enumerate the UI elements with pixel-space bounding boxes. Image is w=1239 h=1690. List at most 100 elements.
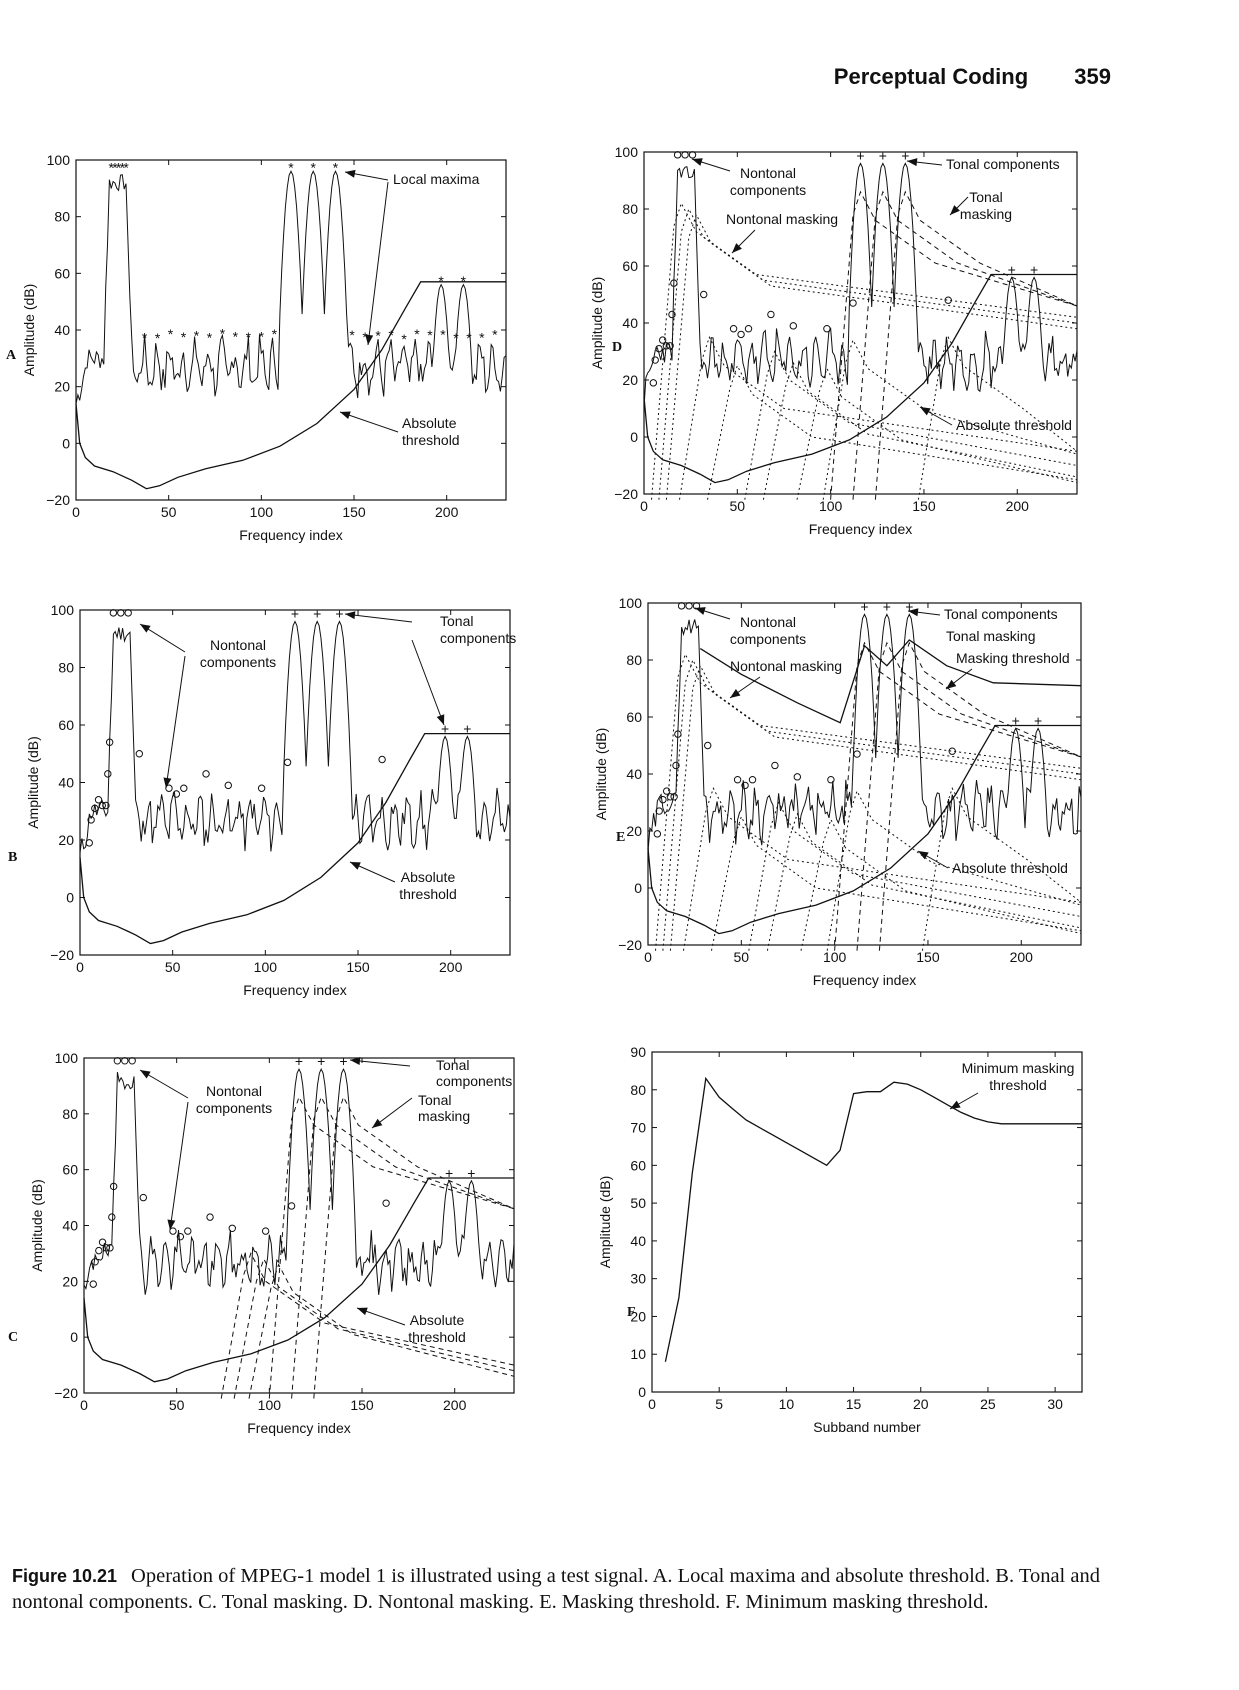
nontonal-marker — [261, 1227, 270, 1235]
masking-curve — [762, 361, 1078, 500]
annotation-nontonal-components: Nontonal — [740, 614, 796, 630]
y-tick-label: 60 — [58, 717, 74, 733]
spectrum-line — [647, 613, 1082, 852]
annotation-absolute-threshold: Absolute threshold — [952, 860, 1068, 876]
nontonal-marker — [681, 151, 689, 159]
annotation-tonal-masking: Tonal masking — [946, 628, 1036, 644]
local-maximum-marker: * — [272, 326, 278, 342]
nontonal-marker — [102, 801, 110, 810]
x-tick-label: 200 — [443, 1397, 467, 1413]
nontonal-marker — [729, 325, 738, 333]
masking-curve — [662, 658, 1082, 951]
y-tick-label: 90 — [630, 1044, 646, 1060]
arrow — [411, 639, 445, 726]
plot-frame — [651, 1051, 1083, 1393]
nontonal-marker — [287, 1202, 296, 1210]
x-tick-label: 100 — [250, 504, 274, 520]
x-tick-label: 200 — [439, 959, 463, 975]
chart-panel-c: 0 50 100 150 200 −20 0 20 40 60 80 100 Frequency ind… — [0, 1050, 560, 1550]
absolute-threshold-line — [83, 1177, 514, 1383]
annotation-tonal-masking: masking — [960, 206, 1012, 222]
nontonal-marker — [741, 781, 749, 790]
nontonal-marker — [653, 830, 662, 838]
y-tick-label: 20 — [622, 372, 638, 388]
nontonal-marker — [106, 1244, 114, 1252]
local-maximum-marker: * — [108, 160, 114, 176]
annotation-absolute-threshold: threshold — [402, 432, 460, 448]
nontonal-marker — [378, 755, 386, 764]
y-tick-label: 60 — [630, 1157, 646, 1173]
local-maximum-marker: * — [288, 160, 294, 176]
nontonal-marker — [651, 356, 659, 364]
annotation-nontonal-components: Nontonal — [740, 165, 796, 181]
caption-text: Operation of MPEG-1 model 1 is illustrat… — [12, 1565, 1100, 1613]
annotation-absolute-threshold: threshold — [399, 886, 457, 902]
local-maximum-marker: * — [220, 326, 226, 342]
masking-curve — [856, 641, 1082, 951]
annotation-tonal-components: Tonal components — [944, 606, 1058, 622]
arrow-head — [345, 611, 356, 620]
y-tick-label: 0 — [62, 435, 70, 451]
arrow — [169, 1101, 189, 1231]
absolute-threshold-line — [643, 273, 1077, 484]
nontonal-marker — [124, 609, 132, 617]
masking-curve — [669, 664, 1082, 951]
y-tick-label: −20 — [54, 1385, 78, 1401]
arrow-head — [350, 862, 361, 870]
y-tick-label: 20 — [62, 1273, 78, 1289]
y-tick-label: 0 — [630, 429, 638, 445]
local-maximum-marker: * — [362, 329, 368, 345]
nontonal-marker — [823, 325, 831, 333]
nontonal-marker — [793, 773, 802, 781]
annotation-minimum-masking-threshold: Minimum masking — [962, 1060, 1075, 1076]
nontonal-marker — [704, 741, 712, 750]
annotation-nontonal-components: components — [730, 182, 806, 198]
y-tick-label: 20 — [630, 1308, 646, 1324]
masking-curve — [826, 789, 1082, 951]
y-axis-label: Amplitude (dB) — [29, 1179, 45, 1272]
spectrum-line — [79, 620, 511, 853]
local-maximum-marker: * — [168, 326, 174, 342]
tonal-marker: + — [445, 1165, 453, 1181]
nontonal-marker — [184, 1227, 192, 1235]
nontonal-marker — [670, 279, 678, 287]
nontonal-marker — [91, 804, 99, 813]
x-tick-label: 50 — [161, 504, 177, 520]
tonal-marker: + — [317, 1053, 325, 1069]
annotation-nontonal-masking: Nontonal masking — [730, 658, 842, 674]
local-maximum-marker: * — [123, 160, 129, 176]
local-maximum-marker: * — [453, 330, 459, 346]
x-tick-label: 200 — [1010, 949, 1034, 965]
annotation-tonal-components: components — [436, 1073, 512, 1089]
spectrum-line — [75, 170, 507, 405]
annotation-nontonal-components: Nontonal — [210, 637, 266, 653]
y-axis-label: Amplitude (dB) — [21, 284, 37, 377]
x-tick-label: 30 — [1047, 1396, 1063, 1412]
x-tick-label: 15 — [846, 1396, 862, 1412]
local-maximum-marker: * — [401, 331, 407, 347]
masking-curve — [313, 1095, 515, 1399]
nontonal-marker — [672, 761, 680, 770]
nontonal-marker — [113, 1057, 122, 1065]
local-maximum-marker: * — [311, 160, 317, 176]
y-tick-label: −20 — [614, 486, 638, 502]
nontonal-marker — [98, 801, 106, 810]
chart-panel-a: 0 50 100 150 200 −20 0 20 40 60 80 100 Frequency ind… — [0, 150, 560, 570]
arrow-head — [345, 169, 356, 178]
y-tick-label: 40 — [58, 775, 74, 791]
nontonal-marker — [139, 1193, 148, 1202]
tonal-marker: + — [856, 147, 864, 163]
y-axis-label: Amplitude (dB) — [597, 1176, 613, 1269]
nontonal-marker — [135, 750, 144, 758]
chart-f: 0 5 10 15 20 25 30 0 10 20 30 40 50 60 70 80 90 Subband n… — [597, 1044, 1083, 1435]
masking-curve — [744, 350, 1078, 500]
nontonal-marker — [109, 1182, 118, 1191]
caption-label: Figure 10.21 — [12, 1566, 118, 1586]
local-maximum-marker: * — [375, 328, 381, 344]
annotation-tonal-components: Tonal components — [946, 156, 1060, 172]
nontonal-marker — [744, 325, 753, 333]
tonal-marker: + — [879, 147, 887, 163]
